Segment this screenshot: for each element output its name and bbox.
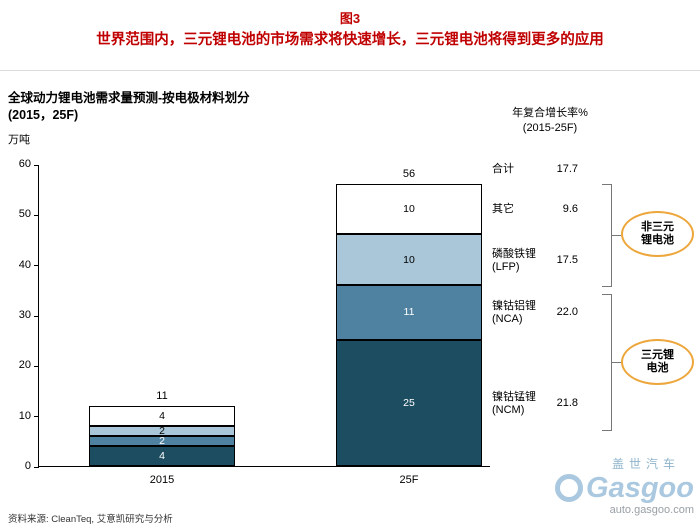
y-axis-tick: [34, 466, 39, 468]
y-axis-tick: [34, 164, 39, 166]
figure-title: 世界范围内，三元锂电池的市场需求将快速增长，三元锂电池将得到更多的应用: [96, 32, 604, 48]
y-axis-tick-label: 40: [18, 258, 31, 271]
ternary-line1: 三元锂: [641, 349, 674, 361]
y-axis-tick-label: 30: [18, 309, 31, 321]
chart-title-line2: (2015，25F): [8, 108, 79, 122]
bar-segment: 4: [89, 445, 235, 466]
ternary-line2: 电池: [646, 362, 669, 374]
non-ternary-bracket: [602, 184, 612, 287]
ternary-group-label: 三元锂 电池: [621, 339, 694, 385]
gasgoo-logo-row: Gasgoo: [544, 473, 694, 503]
bar-total-label: 11: [156, 389, 168, 402]
cagr-value: 22.0: [556, 306, 578, 319]
gasgoo-logo-icon: [555, 474, 584, 502]
y-axis-tick-label: 10: [18, 409, 31, 422]
ternary-bracket: [602, 294, 612, 431]
bar-segment: 10: [336, 184, 482, 235]
bar-total-label: 56: [402, 168, 416, 181]
bar-segment: 2: [89, 435, 235, 447]
bar-segment: 4: [89, 405, 235, 426]
y-axis-tick: [34, 214, 39, 216]
figure-label: 图3: [339, 11, 361, 26]
y-axis-unit: 万吨: [8, 134, 30, 146]
x-axis-label: 25F: [399, 474, 419, 486]
series-name: 磷酸铁锂 (LFP): [492, 247, 536, 273]
bar-segment: 11: [336, 284, 482, 341]
series-name: 合计: [492, 163, 514, 176]
gasgoo-logo-cn: 盖世汽车: [611, 457, 680, 471]
y-axis-tick: [34, 315, 39, 317]
gasgoo-logo-url: auto.gasgoo.com: [609, 504, 694, 516]
cagr-header-line1: 年复合增长率%: [512, 107, 588, 119]
source-note: 资料来源: CleanTeq, 艾意凯研究与分析: [8, 514, 173, 525]
y-axis-tick: [34, 365, 39, 367]
gasgoo-logo-en: Gasgoo: [586, 472, 694, 504]
y-axis-tick: [34, 265, 39, 267]
cagr-value: 9.6: [562, 203, 578, 216]
series-name: 其它: [492, 203, 514, 216]
cagr-header-line2: (2015-25F): [522, 122, 578, 134]
gasgoo-logo: 盖世汽车 Gasgoo auto.gasgoo.com: [544, 455, 694, 516]
bar-segment: 10: [336, 234, 482, 285]
cagr-column-header: 年复合增长率% (2015-25F): [495, 106, 605, 136]
cagr-value: 17.5: [556, 253, 578, 266]
bar-segment: 25: [336, 340, 482, 466]
x-axis-label: 2015: [149, 474, 175, 486]
y-axis-tick-label: 20: [18, 359, 31, 372]
stacked-bar-chart: 0 10 20 30 40 50 60 4 2 2 4 11 2015 25 11 10 10 56 25F: [19, 158, 490, 486]
non-ternary-line2: 锂电池: [641, 234, 674, 246]
series-name: 镍钴铝锂 (NCA): [492, 300, 536, 326]
chart-title-line1: 全球动力锂电池需求量预测-按电极材料划分: [8, 91, 250, 105]
non-ternary-group-label: 非三元 锂电池: [621, 211, 694, 257]
y-axis-tick-label: 50: [18, 208, 31, 221]
non-ternary-line1: 非三元: [641, 221, 674, 233]
y-axis-tick-label: 0: [24, 460, 31, 472]
header-divider: [0, 70, 700, 71]
ternary-bracket-nub: [612, 362, 621, 363]
cagr-value: 17.7: [556, 163, 578, 176]
non-ternary-bracket-nub: [612, 235, 621, 236]
chart-title: 全球动力锂电池需求量预测-按电极材料划分 (2015，25F): [8, 90, 250, 124]
series-name: 镍钴锰锂 (NCM): [492, 391, 536, 417]
y-axis-tick-label: 60: [18, 158, 31, 170]
bar-segment: 2: [89, 425, 235, 437]
cagr-value: 21.8: [556, 397, 578, 410]
y-axis-tick: [34, 416, 39, 418]
